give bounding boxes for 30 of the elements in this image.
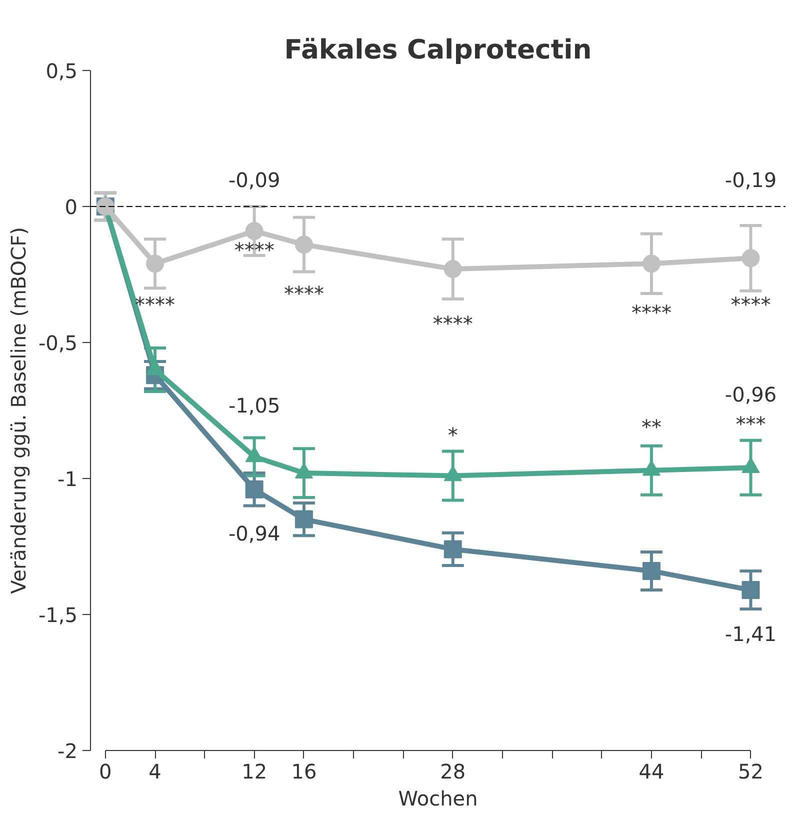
annotation: *** <box>736 412 766 436</box>
x-tick-label: 28 <box>440 760 466 784</box>
annotation: **** <box>284 282 324 306</box>
y-tick-label: -0,5 <box>38 331 78 355</box>
annotation: ** <box>641 414 662 439</box>
y-tick-label: 0,5 <box>46 59 78 83</box>
annotation: * <box>448 422 458 447</box>
annotation: **** <box>631 300 672 325</box>
y-tick-label: -1 <box>58 467 78 491</box>
annotation: **** <box>730 292 771 316</box>
annotation: -0,09 <box>228 168 280 192</box>
annotation: **** <box>234 238 274 262</box>
x-tick-label: 44 <box>638 760 664 784</box>
annotation: -1,41 <box>724 622 777 646</box>
y-tick-label: -1,5 <box>38 603 78 627</box>
x-tick-label: 12 <box>242 760 268 784</box>
y-tick-label: 0 <box>64 195 78 219</box>
x-tick-label: 0 <box>99 760 112 784</box>
y-tick-label: -2 <box>58 739 78 763</box>
y-axis-title: Veränderung ggü. Baseline (mBOCF) <box>6 227 30 594</box>
x-axis-title: Wochen <box>398 786 478 810</box>
annotation: **** <box>432 311 473 336</box>
x-tick-label: 16 <box>291 760 317 784</box>
chart-title: Fäkales Calprotectin <box>284 34 592 66</box>
annotation: -0,19 <box>724 168 777 192</box>
x-tick-label: 4 <box>148 760 162 784</box>
annotation: -0,94 <box>228 521 280 546</box>
annotation: -0,96 <box>724 382 777 407</box>
annotation: -1,05 <box>228 394 280 418</box>
x-tick-label: 52 <box>738 760 764 784</box>
